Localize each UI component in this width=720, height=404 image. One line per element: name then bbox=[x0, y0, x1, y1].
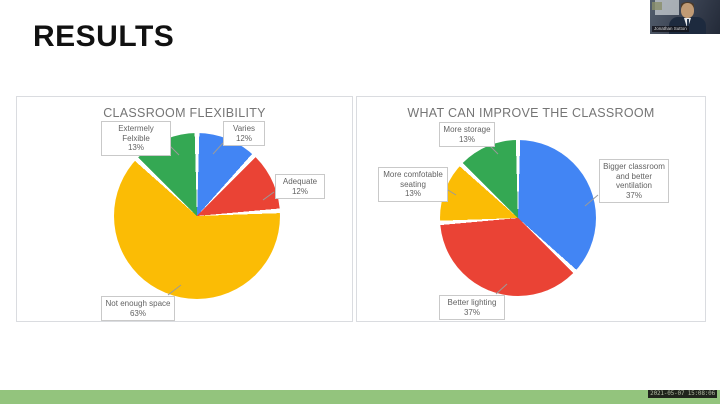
callout-adequate: Adequate 12% bbox=[275, 174, 325, 199]
callout-not-enough-space: Not enough space 63% bbox=[101, 296, 175, 321]
callout-percent: 13% bbox=[127, 143, 144, 152]
callout-pointer-lines bbox=[442, 142, 599, 295]
callout-percent: 37% bbox=[625, 190, 642, 200]
callout-label: Extermely Felxible bbox=[118, 124, 154, 143]
participant-face bbox=[681, 3, 694, 18]
chart-card-classroom-flexibility: CLASSROOM FLEXIBILITY Extermely Felxible… bbox=[16, 96, 353, 322]
participant-tie bbox=[687, 19, 689, 29]
participant-name-label: Jonathan Sutton bbox=[652, 26, 689, 32]
bottom-green-bar bbox=[0, 390, 720, 404]
callout-more-comfotable-seating: More comfotable seating 13% bbox=[378, 167, 448, 202]
pie-chart-classroom-flexibility bbox=[114, 133, 280, 299]
callout-percent: 37% bbox=[463, 307, 480, 317]
callout-label: More comfotable seating bbox=[383, 170, 443, 189]
callout-percent: 12% bbox=[291, 186, 308, 196]
callout-label: Not enough space bbox=[105, 299, 171, 308]
callout-label: More storage bbox=[443, 125, 491, 134]
callout-label: Better lighting bbox=[447, 298, 497, 307]
callout-bigger-classroom: Bigger classroom and better ventilation … bbox=[599, 159, 669, 203]
page-title: RESULTS bbox=[33, 20, 175, 53]
chart-title: CLASSROOM FLEXIBILITY bbox=[103, 106, 266, 120]
callout-percent: 63% bbox=[129, 308, 146, 318]
callout-percent: 12% bbox=[235, 133, 252, 143]
callout-extermely-felxible: Extermely Felxible 13% bbox=[101, 121, 171, 156]
chart-card-improve-classroom: WHAT CAN IMPROVE THE CLASSROOM More stor… bbox=[356, 96, 706, 322]
callout-label: Adequate bbox=[282, 177, 318, 186]
callout-varies: Varies 12% bbox=[223, 121, 265, 146]
webcam-thumbnail[interactable]: Jonathan Sutton bbox=[650, 0, 720, 34]
callout-pointer-lines bbox=[166, 142, 275, 296]
timestamp-badge: 2021-05-07 15:08:06 bbox=[648, 390, 717, 398]
callout-label: Bigger classroom and better ventilation bbox=[603, 162, 665, 190]
callout-label: Varies bbox=[232, 124, 256, 133]
callout-more-storage: More storage 13% bbox=[439, 122, 495, 147]
pie-chart-improve-classroom bbox=[440, 140, 596, 296]
chart-title: WHAT CAN IMPROVE THE CLASSROOM bbox=[407, 106, 655, 120]
callout-percent: 13% bbox=[404, 189, 421, 198]
callout-better-lighting: Better lighting 37% bbox=[439, 295, 505, 320]
callout-percent: 13% bbox=[458, 134, 475, 144]
webcam-background-shelf bbox=[652, 2, 662, 10]
